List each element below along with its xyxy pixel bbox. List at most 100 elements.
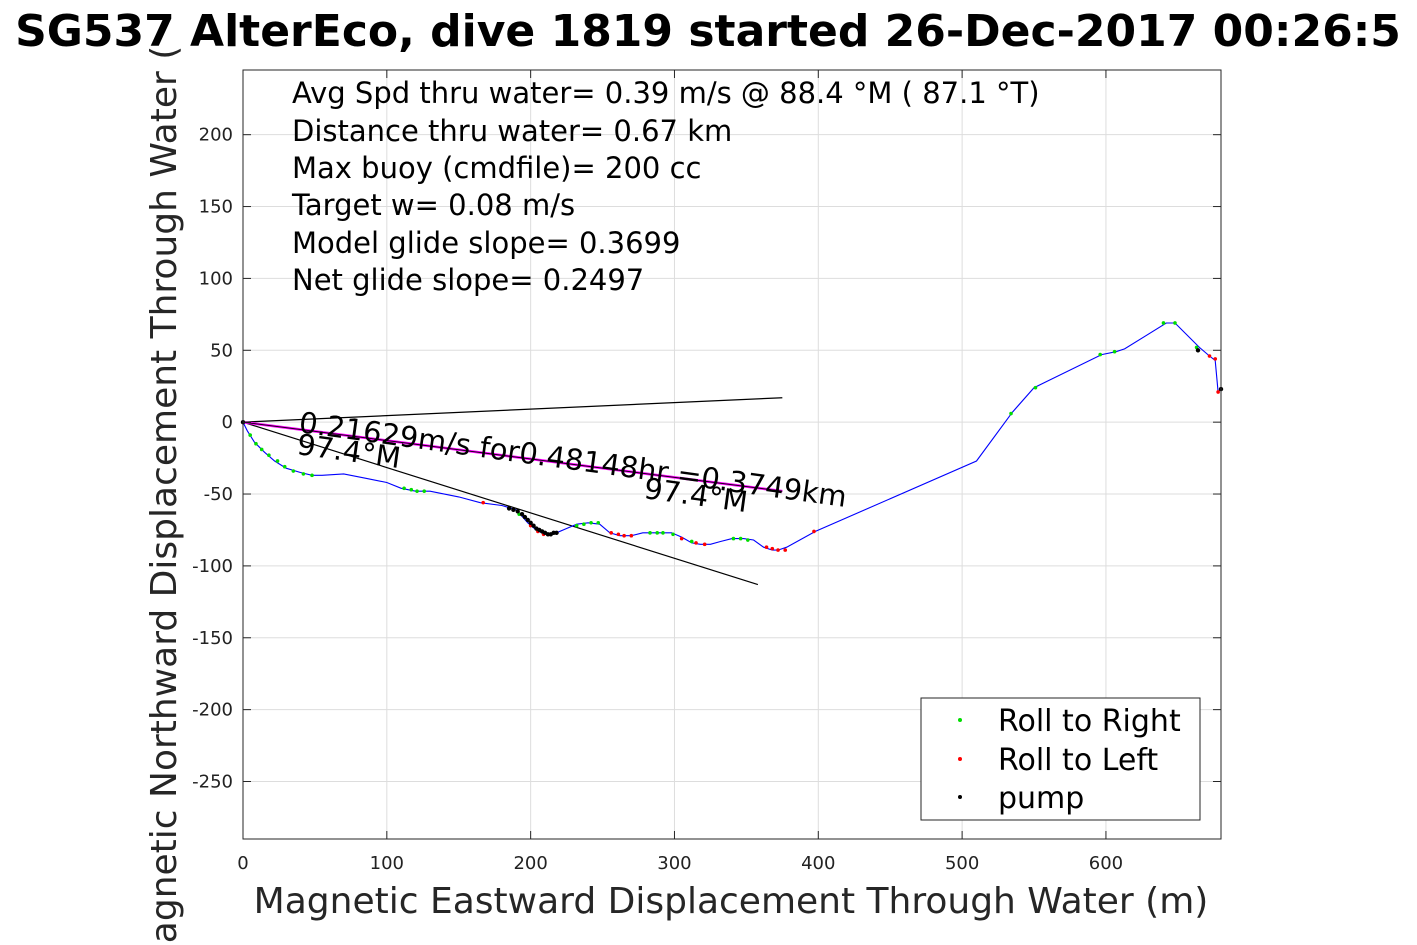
roll-left-point (702, 542, 707, 547)
roll-right-point (248, 433, 252, 437)
roll-right-point (1098, 352, 1102, 357)
track-series (242, 322, 1222, 551)
roll-right-point (582, 522, 586, 527)
roll-right-point (259, 447, 264, 452)
roll-left-point (812, 529, 816, 534)
y-tick-label: -250 (192, 772, 233, 793)
y-tick-label: 100 (199, 268, 233, 289)
legend-label-roll-left: Roll to Left (998, 743, 1158, 778)
pump-point (528, 520, 533, 525)
roll-right-point (689, 539, 694, 544)
chart-title: SG537 AlterEco, dive 1819 started 26-Dec… (15, 6, 1401, 57)
roll-right-point (589, 520, 593, 525)
x-axis-label: Magnetic Eastward Displacement Through W… (254, 881, 1209, 922)
roll-left-point (616, 532, 621, 537)
roll-left-point (764, 545, 769, 550)
stat-avg-speed: Avg Spd thru water= 0.39 m/s @ 88.4 °M (… (292, 76, 1040, 110)
grid-lines (242, 70, 1221, 839)
pump-point (515, 509, 520, 514)
heading-lower-line (242, 421, 759, 586)
plot-frame (242, 69, 1222, 840)
roll-right-point (1009, 411, 1013, 416)
roll-left-point (622, 533, 626, 538)
roll-right-point (275, 459, 280, 463)
roll-left-point (776, 548, 780, 552)
roll-left-point (1213, 357, 1218, 361)
roll-right-point (409, 487, 414, 492)
roll-right-point (254, 441, 258, 446)
roll-left-point (609, 531, 613, 535)
x-tick-label: 0 (237, 853, 248, 874)
legend-marker-pump (958, 795, 962, 799)
pump-point (522, 514, 528, 520)
roll-right-point (1033, 385, 1038, 390)
roll-right-point (291, 469, 296, 473)
x-tick-label: 300 (657, 853, 691, 874)
legend: Roll to Right Roll to Left pump (920, 697, 1201, 821)
roll-right-point (596, 520, 601, 525)
y-axis-label: Magnetic Northward Displacement Through … (144, 46, 185, 945)
x-tick-label: 600 (1089, 853, 1123, 874)
roll-right-point (267, 453, 271, 458)
y-tick-label: 0 (222, 412, 233, 433)
roll-right-point (731, 536, 736, 541)
legend-label-roll-right: Roll to Right (998, 704, 1181, 739)
y-tick-label: -100 (192, 556, 233, 577)
roll-left-point (1207, 354, 1212, 358)
pump-point (506, 506, 512, 511)
roll-right-point (301, 472, 306, 476)
roll-right-point (1112, 349, 1117, 354)
legend-marker-roll-left (958, 757, 962, 761)
pump-point (519, 511, 525, 517)
roll-right-point (415, 489, 419, 493)
y-tick-label: -50 (204, 484, 233, 505)
roll-right-point (574, 523, 579, 528)
legend-box (920, 697, 1201, 821)
heading-upper-line (242, 397, 783, 423)
stat-max-buoy: Max buoy (cmdfile)= 200 cc (292, 151, 701, 185)
roll-left-point (481, 500, 485, 505)
y-tick-label: 200 (199, 125, 233, 146)
roll-right-point (661, 531, 665, 535)
roll-left-point (1216, 390, 1220, 394)
roll-left-point (694, 541, 698, 545)
x-tick-label: 400 (801, 853, 835, 874)
y-tick-label: 50 (210, 340, 233, 361)
roll-left-point (783, 548, 788, 552)
legend-label-pump: pump (998, 781, 1084, 816)
roll-left-point (679, 536, 684, 541)
pump-point (511, 507, 516, 513)
pump-point (525, 517, 530, 523)
axis-ticks: 0 100 200 300 400 500 600 -250 -200 -150 -100 -50 0 5… (192, 70, 1221, 874)
stat-model-glide: Model glide slope= 0.3699 (292, 226, 680, 260)
stats-block: Avg Spd thru water= 0.39 m/s @ 88.4 °M (… (291, 76, 1040, 297)
stat-net-glide: Net glide slope= 0.2497 (292, 263, 644, 297)
y-tick-label: -150 (192, 628, 233, 649)
roll-right-point (422, 489, 427, 493)
x-tick-label: 100 (370, 853, 404, 874)
series-track-line (242, 322, 1222, 551)
roll-right-point (310, 473, 314, 478)
roll-right-point (655, 531, 660, 535)
current-line (242, 421, 783, 492)
pump-point (1195, 348, 1201, 353)
roll-right-point (1173, 321, 1177, 325)
roll-left-point (629, 533, 634, 538)
roll-right-point (402, 486, 406, 491)
x-tick-label: 500 (945, 853, 979, 874)
roll-left-point (770, 546, 775, 551)
roll-right-point (738, 536, 743, 541)
reference-lines (242, 397, 783, 586)
stat-distance: Distance thru water= 0.67 km (292, 114, 732, 148)
track-markers (240, 321, 1224, 552)
legend-marker-roll-right (958, 718, 962, 722)
roll-right-point (282, 464, 287, 469)
pump-point (554, 530, 559, 536)
y-tick-label: 150 (199, 197, 233, 218)
pump-point (531, 523, 536, 528)
roll-right-point (671, 532, 675, 537)
x-tick-label: 200 (513, 853, 547, 874)
stat-target-w: Target w= 0.08 m/s (291, 188, 575, 222)
roll-right-point (648, 531, 652, 535)
